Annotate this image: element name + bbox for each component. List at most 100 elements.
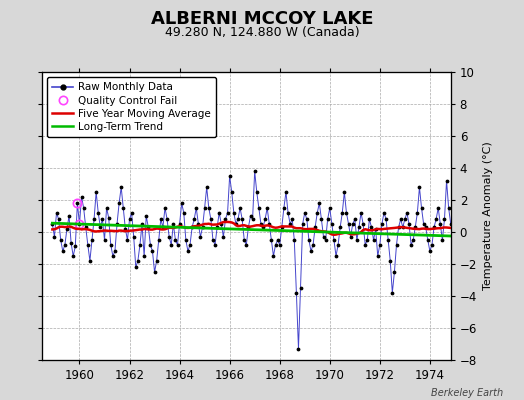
Point xyxy=(188,224,196,230)
Point xyxy=(178,200,186,206)
Point xyxy=(263,205,271,211)
Point xyxy=(238,216,246,222)
Point xyxy=(382,216,390,222)
Point xyxy=(111,248,119,254)
Point xyxy=(250,168,259,174)
Point xyxy=(442,178,451,184)
Point xyxy=(63,226,71,232)
Point xyxy=(213,224,221,230)
Point xyxy=(325,205,334,211)
Point xyxy=(307,248,315,254)
Point xyxy=(365,216,374,222)
Point xyxy=(48,221,57,227)
Point xyxy=(223,210,232,216)
Point xyxy=(482,216,490,222)
Point xyxy=(234,216,242,222)
Point xyxy=(148,248,157,254)
Point xyxy=(284,210,292,216)
Point xyxy=(367,224,376,230)
Point xyxy=(80,205,88,211)
Point xyxy=(59,248,67,254)
Point xyxy=(478,221,486,227)
Point xyxy=(215,210,223,216)
Point xyxy=(92,189,101,195)
Point xyxy=(451,210,459,216)
Point xyxy=(317,216,325,222)
Point xyxy=(280,205,288,211)
Point xyxy=(267,237,276,243)
Point xyxy=(355,224,363,230)
Point xyxy=(297,285,305,291)
Point xyxy=(200,205,209,211)
Point xyxy=(428,242,436,248)
Point xyxy=(152,258,161,264)
Point xyxy=(459,237,467,243)
Point xyxy=(380,210,388,216)
Point xyxy=(399,224,407,230)
Point xyxy=(206,216,215,222)
Point xyxy=(388,290,397,296)
Point xyxy=(463,242,472,248)
Point xyxy=(276,242,284,248)
Point xyxy=(461,248,470,254)
Y-axis label: Temperature Anomaly (°C): Temperature Anomaly (°C) xyxy=(483,142,493,290)
Point xyxy=(369,237,378,243)
Point xyxy=(330,237,338,243)
Point xyxy=(449,224,457,230)
Point xyxy=(338,210,346,216)
Point xyxy=(421,224,430,230)
Text: Berkeley Earth: Berkeley Earth xyxy=(431,388,503,398)
Point xyxy=(61,242,69,248)
Point xyxy=(315,200,323,206)
Point xyxy=(397,216,405,222)
Point xyxy=(470,224,478,230)
Point xyxy=(292,290,301,296)
Point xyxy=(192,205,201,211)
Point xyxy=(144,224,152,230)
Point xyxy=(211,242,219,248)
Text: 49.280 N, 124.880 W (Canada): 49.280 N, 124.880 W (Canada) xyxy=(165,26,359,39)
Point xyxy=(232,221,240,227)
Point xyxy=(108,253,117,259)
Point xyxy=(486,237,495,243)
Point xyxy=(225,173,234,179)
Point xyxy=(271,242,280,248)
Point xyxy=(334,242,342,248)
Point xyxy=(434,205,442,211)
Point xyxy=(52,210,61,216)
Point xyxy=(199,224,207,230)
Point xyxy=(374,253,382,259)
Point xyxy=(173,242,182,248)
Point xyxy=(115,200,123,206)
Point xyxy=(328,221,336,227)
Point xyxy=(305,237,313,243)
Point xyxy=(472,237,480,243)
Point xyxy=(480,210,488,216)
Point xyxy=(119,205,127,211)
Point xyxy=(409,237,418,243)
Point xyxy=(142,213,150,219)
Point xyxy=(361,242,369,248)
Point xyxy=(167,242,176,248)
Point xyxy=(261,216,269,222)
Point xyxy=(104,214,113,221)
Point xyxy=(423,237,432,243)
Point xyxy=(457,221,465,227)
Point xyxy=(417,205,425,211)
Legend: Raw Monthly Data, Quality Control Fail, Five Year Moving Average, Long-Term Tren: Raw Monthly Data, Quality Control Fail, … xyxy=(47,77,216,137)
Point xyxy=(288,216,297,222)
Point xyxy=(336,224,344,230)
Point xyxy=(129,234,138,240)
Point xyxy=(344,221,353,227)
Point xyxy=(171,237,180,243)
Point xyxy=(121,226,129,232)
Point xyxy=(346,234,355,240)
Point xyxy=(278,224,286,230)
Point xyxy=(323,216,332,222)
Point xyxy=(132,264,140,270)
Point xyxy=(351,216,359,222)
Point xyxy=(165,234,173,240)
Point xyxy=(221,216,230,222)
Point xyxy=(73,200,82,206)
Point xyxy=(100,237,108,243)
